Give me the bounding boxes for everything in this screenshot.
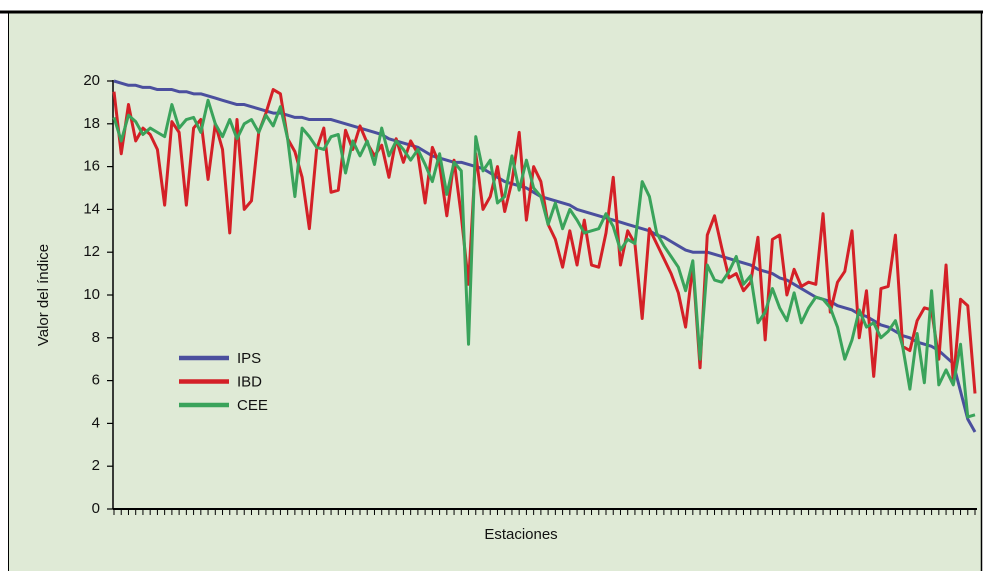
x-axis-label: Estaciones (484, 526, 557, 543)
legend-label: IPS (237, 350, 261, 367)
y-tick-label: 14 (83, 200, 100, 217)
series-line (112, 98, 976, 419)
y-tick-label: 2 (92, 457, 100, 474)
panel-background (8, 12, 981, 571)
y-tick-label: 16 (83, 158, 100, 175)
y-tick-label: 12 (83, 243, 100, 260)
legend-label: CEE (237, 397, 268, 414)
y-tick-label: 4 (92, 414, 100, 431)
y-tick-label: 8 (92, 329, 100, 346)
y-tick-label: 10 (83, 286, 100, 303)
y-tick-label: 0 (92, 500, 100, 517)
legend-label: IBD (237, 373, 262, 390)
y-tick-label: 18 (83, 115, 100, 132)
y-tick-label: 6 (92, 372, 100, 389)
y-axis-label: Valor del índice (35, 244, 52, 346)
y-tick-label: 20 (83, 72, 100, 89)
